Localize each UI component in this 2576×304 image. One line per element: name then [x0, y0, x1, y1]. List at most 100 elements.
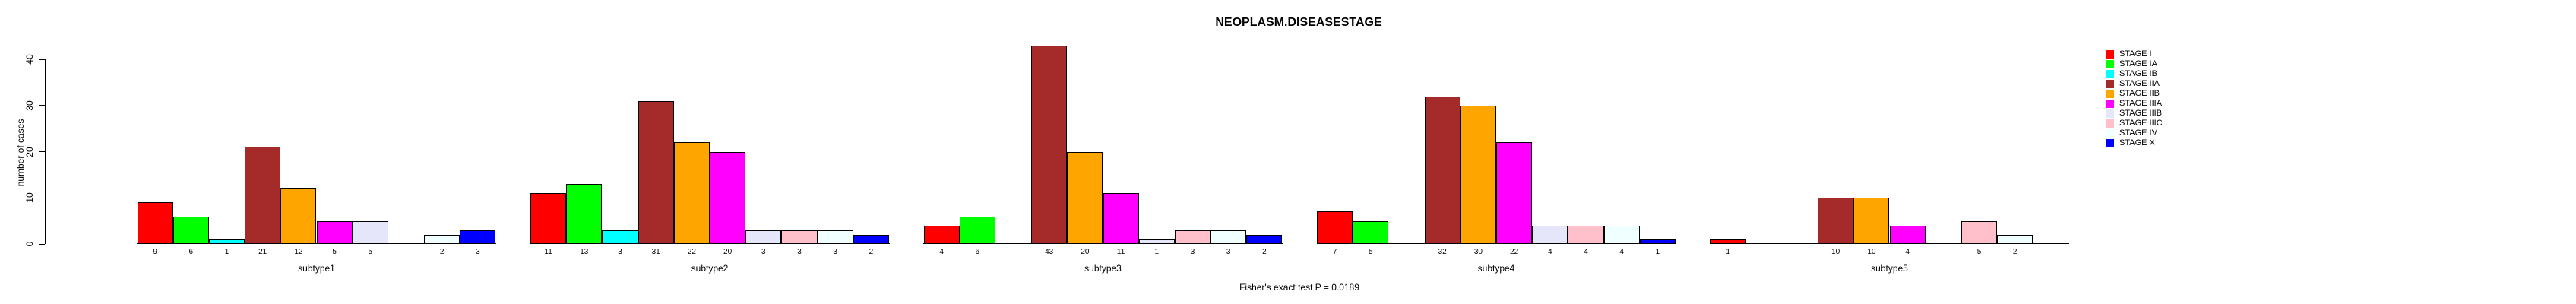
bar-stage-iiib-subtype1: [352, 220, 388, 244]
bar-stage-x-subtype3: [1246, 234, 1283, 244]
legend-swatch-stage-iiic: [2106, 119, 2114, 128]
y-axis-tick: [38, 105, 45, 106]
bar-stage-iiia-subtype1: [316, 220, 353, 244]
legend-swatch-stage-ib: [2106, 70, 2114, 79]
bar-stage-iiia-subtype3: [1103, 193, 1139, 244]
legend-swatch-stage-iiia: [2106, 100, 2114, 109]
legend-swatch-stage-x: [2106, 139, 2114, 148]
bar-value-stage-ib-subtype1: 1: [224, 247, 229, 256]
legend-swatch-stage-iv: [2106, 129, 2114, 138]
bar-value-stage-iia-subtype4: 32: [1438, 247, 1447, 256]
bar-value-stage-iv-subtype4: 4: [1619, 247, 1624, 256]
bar-stage-x-subtype2: [853, 234, 889, 244]
bar-stage-iib-subtype5: [1853, 198, 1890, 244]
bar-value-stage-iiic-subtype2: 3: [797, 247, 802, 256]
bar-value-stage-iiib-subtype4: 4: [1548, 247, 1552, 256]
bar-value-stage-ia-subtype3: 6: [975, 247, 980, 256]
legend-label-stage-iib: STAGE IIB: [2119, 89, 2160, 99]
bar-value-stage-iiia-subtype4: 22: [1510, 247, 1519, 256]
legend-label-stage-iia: STAGE IIA: [2119, 79, 2160, 89]
bar-value-stage-iia-subtype1: 21: [258, 247, 267, 256]
bar-value-stage-i-subtype4: 7: [1332, 247, 1337, 256]
bar-value-stage-ia-subtype1: 6: [188, 247, 194, 256]
bar-stage-iia-subtype4: [1424, 96, 1460, 244]
bar-stage-iia-subtype2: [638, 100, 674, 244]
bar-stage-iv-subtype4: [1603, 225, 1640, 244]
bar-stage-iia-subtype5: [1818, 198, 1854, 244]
legend-swatch-stage-i: [2106, 50, 2114, 59]
bar-value-stage-iib-subtype1: 12: [294, 247, 303, 256]
bar-value-stage-iv-subtype2: 3: [833, 247, 837, 256]
bar-value-stage-iib-subtype2: 22: [687, 247, 696, 256]
bar-stage-ia-subtype4: [1353, 220, 1389, 244]
legend-label-stage-ib: STAGE IB: [2119, 69, 2157, 79]
bar-value-stage-x-subtype4: 1: [1655, 247, 1660, 256]
legend-label-stage-iiic: STAGE IIIC: [2119, 119, 2163, 128]
bar-stage-iiia-subtype2: [710, 151, 746, 244]
bar-stage-ib-subtype2: [602, 230, 638, 244]
bar-stage-iv-subtype5: [1997, 234, 2033, 244]
x-axis-group-label-subtype1: subtype1: [298, 262, 335, 274]
bar-value-stage-iiia-subtype1: 5: [332, 247, 337, 256]
y-axis-tick: [38, 243, 45, 245]
legend-label-stage-iv: STAGE IV: [2119, 128, 2157, 138]
y-axis-tick: [38, 59, 45, 60]
statistical-test-note: Fisher's exact test P = 0.0189: [1239, 282, 1359, 293]
legend-swatch-stage-iib: [2106, 90, 2114, 99]
bar-value-stage-iiib-subtype3: 1: [1154, 247, 1160, 256]
bar-stage-iv-subtype2: [817, 230, 853, 244]
bar-value-stage-ia-subtype4: 5: [1369, 247, 1373, 256]
bar-stage-iib-subtype4: [1460, 105, 1496, 244]
bar-stage-i-subtype2: [530, 193, 567, 244]
y-axis-line: [44, 59, 46, 244]
bar-value-stage-iiic-subtype3: 3: [1190, 247, 1195, 256]
y-axis-tick: [38, 151, 45, 152]
bar-value-stage-iv-subtype3: 3: [1226, 247, 1231, 256]
bar-stage-x-subtype1: [460, 230, 496, 244]
bar-value-stage-iiia-subtype3: 11: [1116, 247, 1125, 256]
bar-value-stage-iia-subtype2: 31: [651, 247, 660, 256]
bar-value-stage-iv-subtype1: 2: [439, 247, 445, 256]
bar-value-stage-iiib-subtype1: 5: [368, 247, 373, 256]
x-axis-group-label-subtype4: subtype4: [1477, 262, 1515, 274]
bar-stage-x-subtype4: [1639, 239, 1676, 244]
bar-value-stage-i-subtype3: 4: [939, 247, 944, 256]
bar-value-stage-iib-subtype3: 20: [1081, 247, 1090, 256]
bar-value-stage-iv-subtype5: 2: [2012, 247, 2017, 256]
bar-stage-iiic-subtype4: [1568, 225, 1604, 244]
bar-stage-iiia-subtype5: [1889, 225, 1926, 244]
bar-stage-ia-subtype2: [566, 184, 603, 244]
bar-value-stage-iib-subtype4: 30: [1473, 247, 1483, 256]
bar-value-stage-i-subtype5: 1: [1726, 247, 1730, 256]
legend-label-stage-i: STAGE I: [2119, 49, 2152, 59]
legend-label-stage-iiib: STAGE IIIB: [2119, 109, 2163, 119]
legend-swatch-stage-iiib: [2106, 109, 2114, 119]
bar-stage-ia-subtype3: [959, 216, 995, 244]
bar-value-stage-iiic-subtype4: 4: [1584, 247, 1588, 256]
bar-stage-i-subtype3: [923, 225, 960, 244]
bar-stage-i-subtype5: [1710, 239, 1746, 244]
bar-stage-iib-subtype2: [673, 142, 710, 244]
legend-label-stage-ia: STAGE IA: [2119, 59, 2157, 69]
bar-stage-iv-subtype3: [1210, 230, 1247, 244]
bar-value-stage-i-subtype2: 11: [544, 247, 552, 256]
bar-value-stage-x-subtype1: 3: [476, 247, 480, 256]
legend-swatch-stage-ia: [2106, 60, 2114, 69]
bar-stage-iv-subtype1: [424, 234, 460, 244]
bar-stage-iia-subtype1: [245, 147, 281, 244]
bar-stage-iib-subtype1: [280, 188, 317, 244]
bar-value-stage-iiia-subtype2: 20: [723, 247, 733, 256]
bar-stage-ia-subtype1: [172, 216, 209, 244]
bar-value-stage-ia-subtype2: 13: [580, 247, 589, 256]
bar-stage-iib-subtype3: [1067, 151, 1103, 244]
bar-stage-iiib-subtype4: [1532, 225, 1568, 244]
x-axis-group-label-subtype3: subtype3: [1084, 262, 1122, 274]
bar-stage-iiic-subtype5: [1960, 220, 1998, 244]
bar-value-stage-iiia-subtype5: 4: [1905, 247, 1910, 256]
legend-swatch-stage-iia: [2106, 80, 2114, 89]
bar-value-stage-iia-subtype5: 10: [1831, 247, 1840, 256]
legend-label-stage-iiia: STAGE IIIA: [2119, 99, 2163, 109]
